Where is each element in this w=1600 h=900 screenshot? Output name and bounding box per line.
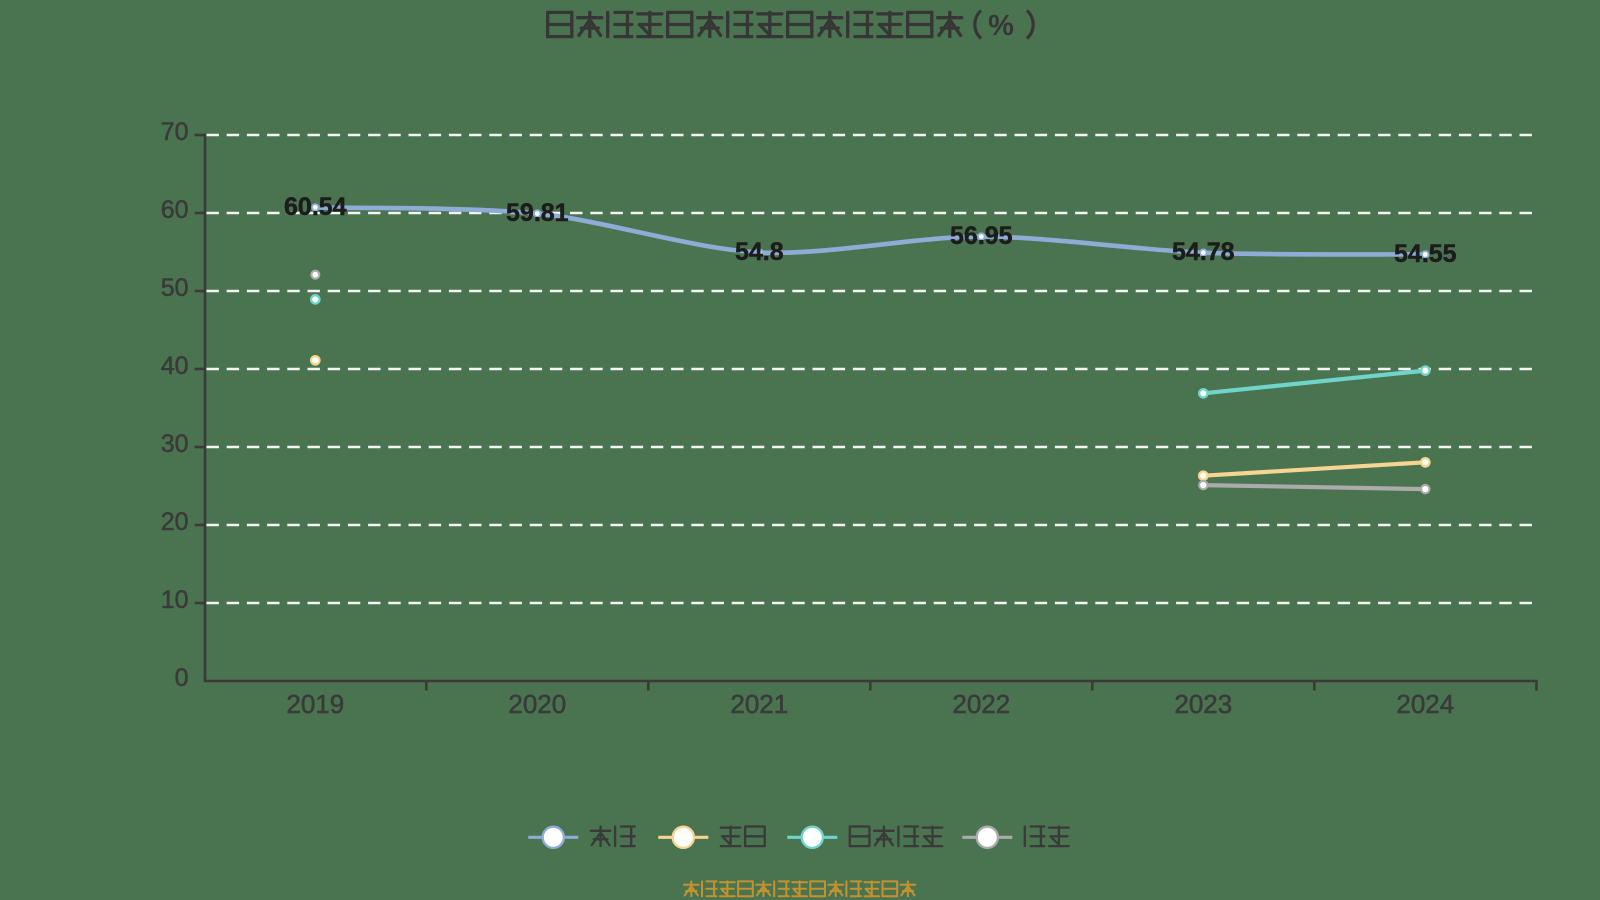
svg-text:2023: 2023 bbox=[1174, 689, 1232, 719]
svg-text:0: 0 bbox=[175, 664, 189, 692]
svg-text:2024: 2024 bbox=[1396, 689, 1454, 719]
svg-text:40: 40 bbox=[161, 352, 189, 380]
svg-text:60.54: 60.54 bbox=[284, 193, 347, 221]
svg-text:2019: 2019 bbox=[286, 689, 344, 719]
svg-text:2021: 2021 bbox=[730, 689, 788, 719]
svg-text:54.8: 54.8 bbox=[735, 238, 784, 266]
svg-text:20: 20 bbox=[161, 508, 189, 536]
svg-text:50: 50 bbox=[161, 274, 189, 302]
svg-text:%: % bbox=[988, 10, 1014, 42]
svg-text:2020: 2020 bbox=[508, 689, 566, 719]
svg-text:54.78: 54.78 bbox=[1172, 238, 1235, 266]
svg-text:2022: 2022 bbox=[952, 689, 1010, 719]
svg-text:56.95: 56.95 bbox=[950, 222, 1013, 250]
svg-text:70: 70 bbox=[161, 118, 189, 146]
svg-text:60: 60 bbox=[161, 196, 189, 224]
svg-text:30: 30 bbox=[161, 430, 189, 458]
svg-text:54.55: 54.55 bbox=[1394, 240, 1457, 268]
svg-text:59.81: 59.81 bbox=[506, 199, 569, 227]
svg-text:10: 10 bbox=[161, 586, 189, 614]
